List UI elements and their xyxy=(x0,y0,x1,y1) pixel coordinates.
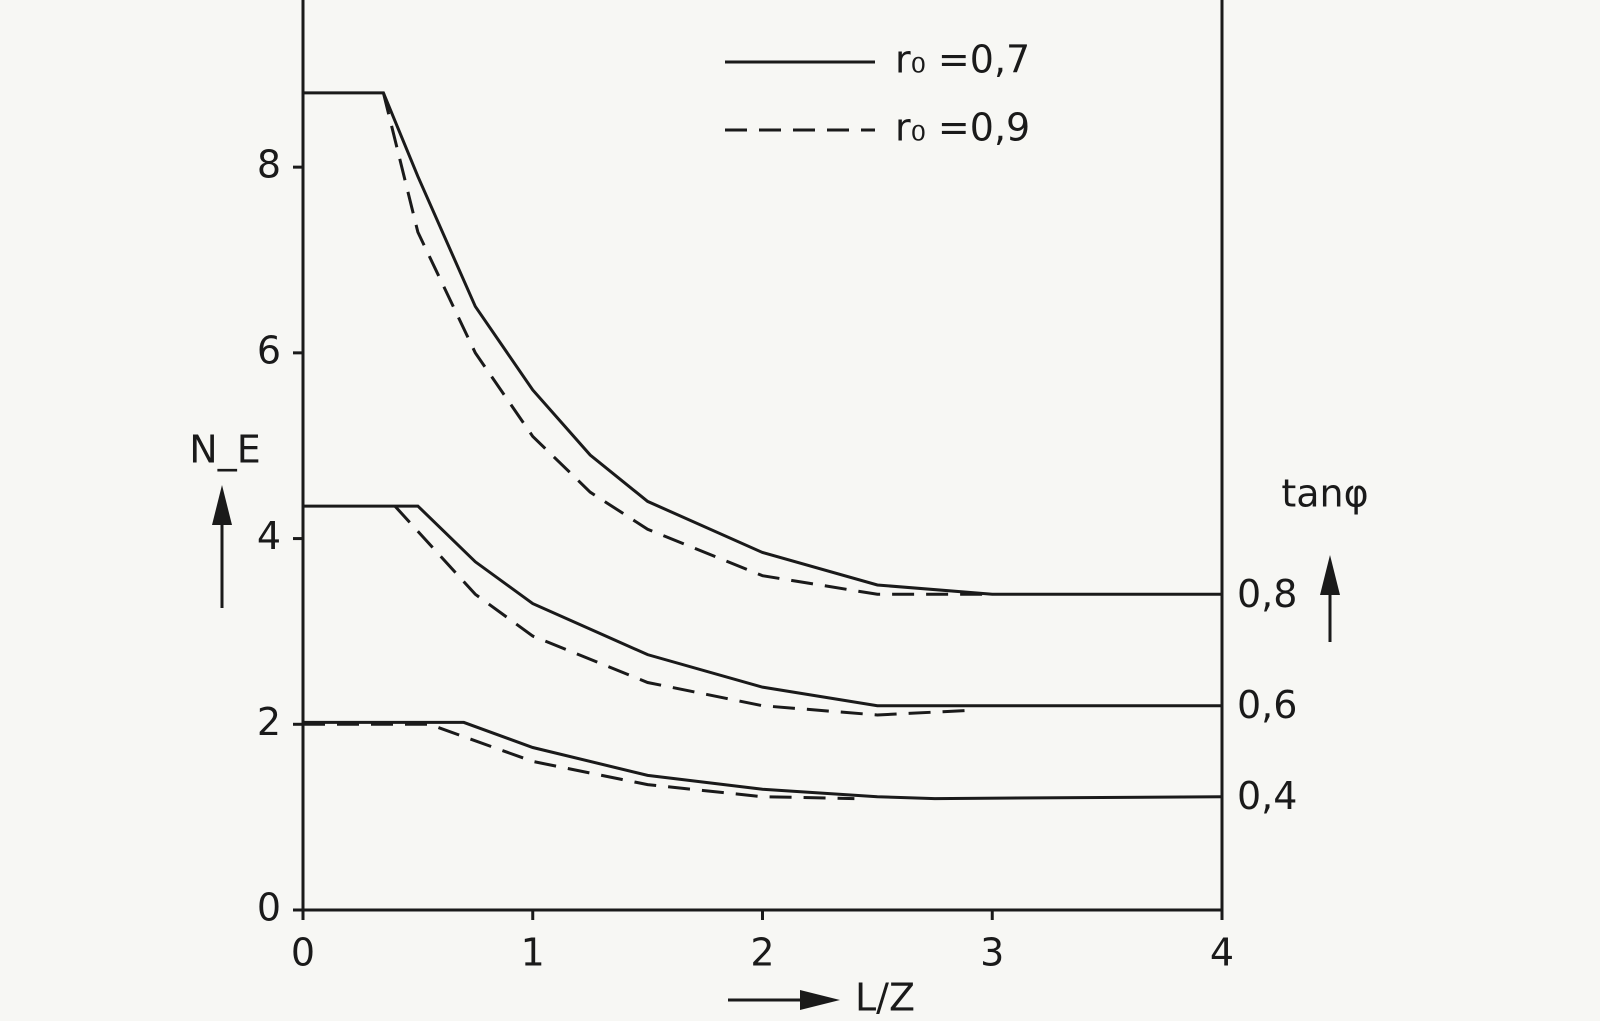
y2-arrow-head xyxy=(1320,555,1340,595)
y2-axis-label: tanφ xyxy=(1281,472,1368,516)
curve xyxy=(303,91,1222,596)
x-tick-label: 0 xyxy=(291,931,315,975)
x-arrow-head xyxy=(800,990,840,1010)
y-tick-label: 8 xyxy=(257,143,281,187)
x-tick-label: 2 xyxy=(750,931,774,975)
curve xyxy=(303,722,855,801)
legend-label: r₀ =0,9 xyxy=(895,106,1030,150)
tan-label: 0,6 xyxy=(1237,683,1297,727)
y-tick-label: 4 xyxy=(257,514,281,558)
x-tick-label: 3 xyxy=(980,931,1004,975)
curve xyxy=(303,504,1222,708)
y-tick-label: 2 xyxy=(257,700,281,744)
curve xyxy=(381,92,993,596)
y-axis-label: N_E xyxy=(189,428,260,472)
y-tick-label: 0 xyxy=(257,886,281,930)
x-tick-label: 1 xyxy=(521,931,545,975)
x-axis-label: L/Z xyxy=(855,976,915,1020)
y-arrow-head xyxy=(212,485,232,525)
legend-label: r₀ =0,7 xyxy=(895,38,1030,82)
tan-label: 0,8 xyxy=(1237,572,1297,616)
curve xyxy=(393,505,970,717)
curve xyxy=(303,720,1223,801)
y-tick-label: 6 xyxy=(257,328,281,372)
x-tick-label: 4 xyxy=(1210,931,1234,975)
tan-label: 0,4 xyxy=(1237,774,1297,818)
